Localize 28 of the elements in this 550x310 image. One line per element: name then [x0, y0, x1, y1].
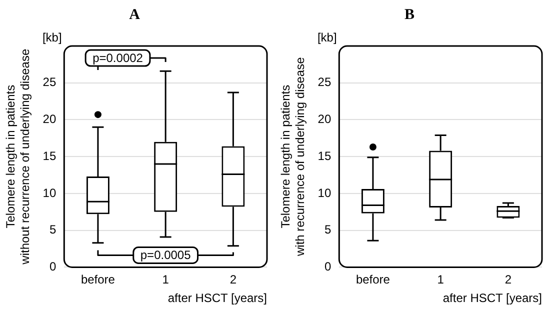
- y-tick-label: 5: [49, 222, 56, 237]
- x-tick-label: 1: [437, 272, 444, 287]
- y-axis-title: Telomere length in patients without recurrence of underlying disease: [4, 48, 32, 266]
- y-tick-label: 25: [42, 75, 56, 90]
- chart-title: A: [129, 6, 140, 23]
- y-tick-label: 10: [42, 186, 56, 200]
- y-tick-label: 15: [42, 148, 56, 163]
- x-tick-label: 2: [230, 272, 237, 287]
- x-tick-label: before: [356, 272, 390, 287]
- y-tick-label: 20: [42, 112, 56, 126]
- annotation: p=0.0005: [140, 248, 192, 262]
- y-tick-label: 10: [318, 186, 332, 200]
- text: [kb]: [42, 30, 62, 44]
- text: [kb]: [317, 30, 337, 44]
- x-tick-label: 1: [162, 272, 170, 287]
- x-axis-title: after HSCT [years]: [442, 291, 542, 306]
- x-axis-title: after HSCT [years]: [168, 291, 267, 306]
- y-tick-label: 0: [324, 260, 332, 274]
- y-axis-title: Telomere length in patients with recurrence of underlying disease: [278, 56, 307, 257]
- x-tick-label: before: [80, 272, 116, 287]
- y-tick-label: 5: [324, 222, 332, 237]
- y-tick-label: 25: [318, 75, 332, 90]
- annotation: p=0.0002: [92, 50, 144, 65]
- y-tick-label: 15: [318, 148, 332, 163]
- x-tick-label: 2: [504, 272, 512, 287]
- chart-title: B: [404, 6, 415, 23]
- y-tick-label: 0: [49, 260, 56, 274]
- y-tick-label: 20: [318, 112, 332, 126]
